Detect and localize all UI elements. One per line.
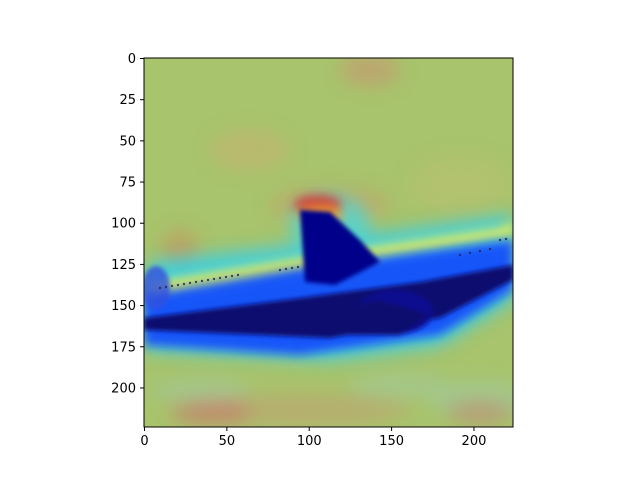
y-tick-label: 50 bbox=[119, 134, 136, 149]
x-tick-label: 50 bbox=[219, 434, 236, 449]
y-tick-label: 125 bbox=[111, 258, 136, 273]
x-tick-label: 100 bbox=[297, 434, 322, 449]
y-tick-label: 25 bbox=[119, 93, 136, 108]
x-axis-ticks: 0 50 100 150 200 bbox=[140, 427, 486, 449]
y-tick-label: 200 bbox=[111, 381, 136, 396]
x-tick-label: 150 bbox=[379, 434, 404, 449]
y-tick-label: 175 bbox=[111, 340, 136, 355]
x-tick-label: 200 bbox=[462, 434, 487, 449]
y-axis-ticks: 0 25 50 75 100 125 150 175 200 bbox=[111, 52, 144, 396]
y-tick-label: 100 bbox=[111, 217, 136, 232]
fuselage-core bbox=[144, 210, 513, 338]
y-tick-label: 0 bbox=[128, 52, 136, 67]
heatmap-image bbox=[144, 58, 513, 427]
background-variations bbox=[150, 58, 513, 426]
x-tick-label: 0 bbox=[140, 434, 148, 449]
y-tick-label: 150 bbox=[111, 299, 136, 314]
axes-frame bbox=[143, 57, 514, 428]
window-dots bbox=[158, 237, 508, 290]
y-tick-label: 75 bbox=[119, 176, 136, 191]
